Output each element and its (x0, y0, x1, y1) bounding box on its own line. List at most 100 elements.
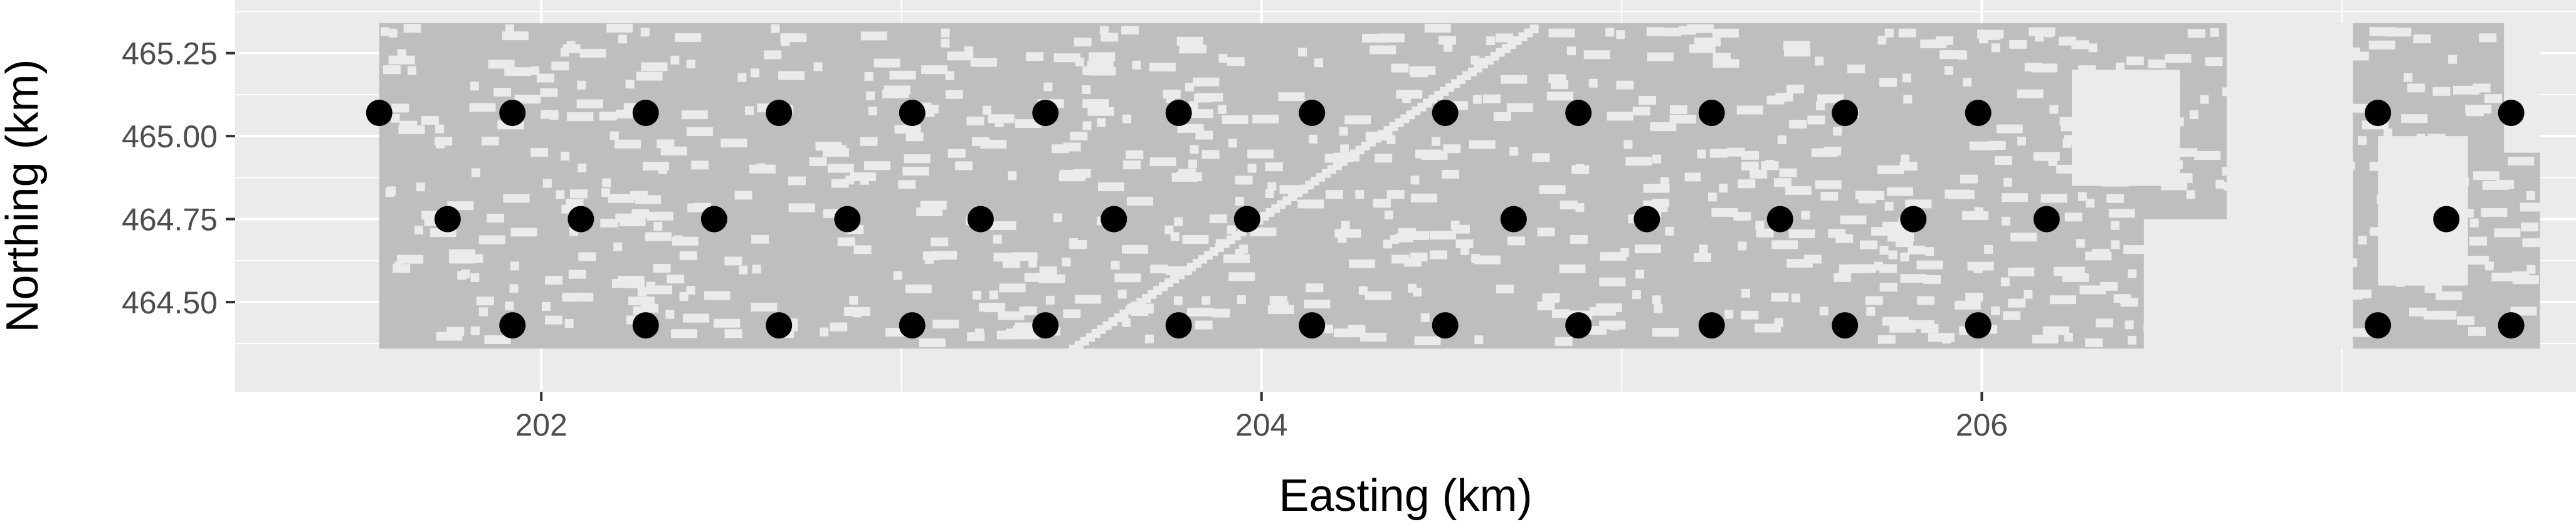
raster-speckle-cell (1355, 190, 1365, 199)
raster-speckle-cell (1247, 149, 1274, 159)
raster-speckle-cell (2448, 55, 2457, 64)
raster-speckle-cell (2171, 74, 2180, 83)
raster-speckle-cell (1711, 207, 1738, 217)
raster-speckle-cell (2128, 269, 2137, 278)
raster-speckle-cell (556, 190, 565, 199)
raster-speckle-cell (932, 319, 959, 328)
raster-speckle-cell (2165, 283, 2192, 293)
raster-speckle-cell (1121, 26, 1139, 35)
raster-speckle-cell (1669, 115, 1696, 124)
raster-speckle-cell (478, 235, 505, 244)
raster-speckle-cell (1828, 229, 1846, 238)
raster-speckle-cell (1062, 258, 1071, 267)
raster-speckle-cell (2510, 306, 2537, 316)
raster-speckle-cell (1665, 226, 1674, 236)
raster-speckle-cell (2404, 73, 2413, 82)
raster-speckle-cell (665, 310, 675, 319)
raster-speckle-cell (1182, 234, 1209, 244)
raster-speckle-cell (2187, 29, 2205, 38)
raster-speckle-cell (1415, 149, 1442, 159)
raster-speckle-cell (1474, 335, 1484, 345)
raster-speckle-cell (1724, 310, 1734, 319)
raster-speckle-cell (448, 249, 475, 258)
raster-speckle-cell (645, 232, 672, 241)
raster-speckle-cell (1879, 264, 1898, 273)
raster-speckle-cell (1652, 328, 1679, 337)
raster-speckle-cell (1900, 253, 1909, 262)
raster-speckle-cell (2113, 294, 2131, 303)
raster-speckle-cell (1755, 221, 1765, 230)
raster-speckle-cell (633, 306, 642, 315)
raster-unsuitable-zone (2504, 23, 2540, 153)
raster-speckle-cell (1471, 254, 1481, 263)
raster-speckle-cell (1984, 244, 1993, 254)
raster-speckle-cell (2095, 318, 2113, 328)
raster-speckle-cell (2399, 201, 2426, 211)
raster-speckle-cell (1122, 114, 1132, 123)
raster-speckle-cell (1279, 185, 1306, 194)
raster-speckle-cell (1013, 325, 1022, 335)
raster-speckle-cell (1173, 296, 1183, 305)
raster-speckle-cell (1015, 119, 1042, 128)
raster-speckle-cell (2082, 117, 2109, 126)
raster-speckle-cell (657, 139, 675, 149)
raster-speckle-cell (2465, 105, 2492, 114)
raster-speckle-cell (1171, 172, 1198, 182)
raster-speckle-cell (1306, 283, 1324, 293)
raster-speckle-cell (469, 103, 496, 112)
raster-speckle-cell (1575, 202, 1585, 212)
raster-speckle-cell (739, 265, 748, 275)
raster-speckle-cell (2482, 181, 2509, 190)
raster-speckle-cell (611, 279, 630, 288)
raster-speckle-cell (1548, 28, 1575, 38)
raster-road-cell (1529, 24, 1539, 34)
raster-speckle-cell (1309, 134, 1318, 144)
raster-speckle-cell (470, 81, 479, 91)
raster-speckle-cell (2201, 244, 2210, 254)
raster-speckle-cell (1777, 135, 1787, 145)
raster-speckle-cell (531, 147, 549, 157)
x-tick-label: 206 (1956, 407, 2008, 443)
raster-speckle-cell (2244, 237, 2262, 246)
sample-point (366, 100, 393, 127)
y-tick-label: 465.25 (122, 36, 218, 71)
raster-speckle-cell (1643, 184, 1670, 193)
raster-speckle-cell (1507, 236, 1526, 246)
raster-speckle-cell (414, 226, 423, 235)
raster-speckle-cell (562, 44, 581, 53)
raster-speckle-cell (570, 189, 588, 199)
raster-speckle-cell (551, 61, 569, 71)
raster-speckle-cell (2508, 157, 2535, 166)
raster-speckle-cell (1450, 221, 1460, 230)
raster-speckle-cell (2331, 258, 2358, 268)
raster-speckle-cell (2246, 306, 2255, 315)
raster-speckle-cell (1121, 244, 1148, 254)
raster-speckle-cell (2165, 54, 2192, 63)
raster-speckle-cell (1339, 127, 1348, 136)
raster-speckle-cell (1532, 153, 1550, 162)
raster-speckle-cell (510, 228, 537, 237)
sample-point (1900, 206, 1927, 233)
raster-speckle-cell (1819, 306, 1829, 316)
raster-speckle-cell (2003, 177, 2012, 187)
raster-speckle-cell (2224, 181, 2233, 191)
raster-speckle-cell (2491, 272, 2518, 281)
raster-speckle-cell (860, 137, 878, 146)
raster-speckle-cell (894, 125, 921, 134)
raster-speckle-cell (2215, 179, 2225, 189)
raster-speckle-cell (954, 161, 973, 170)
raster-speckle-cell (2144, 135, 2153, 145)
raster-speckle-cell (1150, 264, 1168, 274)
raster-speckle-cell (2469, 236, 2488, 246)
raster-speckle-cell (2126, 56, 2144, 66)
raster-speckle-cell (2143, 78, 2152, 87)
raster-speckle-cell (2481, 207, 2508, 217)
raster-speckle-cell (686, 285, 695, 295)
raster-speckle-cell (941, 38, 950, 48)
raster-speckle-cell (2301, 308, 2310, 317)
raster-speckle-cell (2064, 332, 2073, 342)
raster-speckle-cell (1039, 266, 1057, 276)
raster-speckle-cell (687, 203, 705, 212)
raster-speckle-cell (749, 164, 776, 174)
sample-point (1832, 100, 1859, 127)
